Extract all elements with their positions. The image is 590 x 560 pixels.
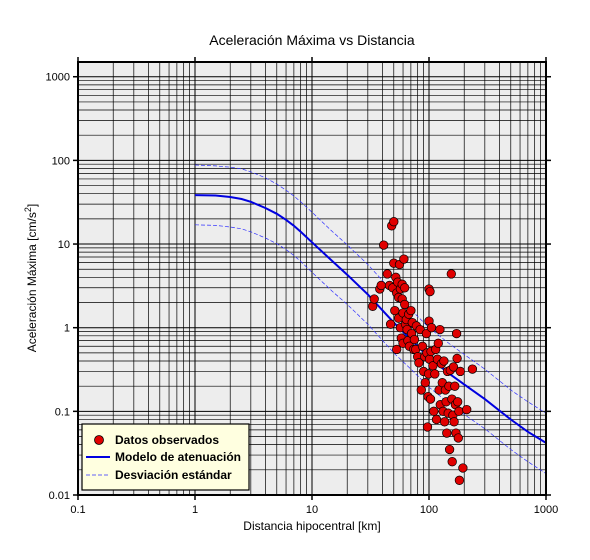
observed-data-point	[455, 366, 465, 377]
y-axis-label-end: ]	[25, 204, 39, 207]
observed-data-point	[416, 385, 426, 395]
observed-data-point	[467, 364, 478, 374]
observed-data-point	[453, 397, 463, 407]
legend-marker-observed	[94, 435, 104, 445]
observed-data-point	[454, 475, 465, 485]
observed-data-point	[379, 240, 389, 250]
observed-data-point	[442, 428, 452, 438]
observed-data-point	[450, 381, 460, 391]
observed-data-point	[400, 299, 410, 310]
legend-label-model: Modelo de atenuación	[115, 450, 241, 464]
std-deviation-line	[194, 224, 547, 474]
legend-label-observed: Datos observados	[115, 433, 219, 447]
observed-data-point	[369, 294, 379, 304]
observed-data-point	[414, 358, 424, 368]
x-axis-label: Distancia hipocentral [km]	[243, 519, 380, 533]
observed-data-point	[462, 404, 472, 415]
x-tick-label: 0.1	[70, 504, 85, 516]
observed-data-point	[422, 422, 433, 432]
observed-data-point	[448, 362, 459, 372]
observed-data-point	[390, 305, 400, 316]
std-deviation-line	[194, 164, 547, 414]
observed-data-point	[452, 353, 462, 364]
observed-data-point	[389, 217, 399, 227]
observed-data-point	[458, 463, 468, 473]
x-tick-label: 100	[420, 504, 438, 516]
observed-data-point	[385, 319, 396, 329]
observed-data-point	[399, 254, 409, 264]
observed-data-point	[420, 378, 430, 388]
observed-data-point	[439, 417, 450, 427]
observed-data-point	[421, 328, 432, 339]
y-tick-label: 1	[64, 323, 70, 335]
y-tick-label: 10	[58, 239, 70, 251]
observed-data-point	[426, 323, 437, 333]
series-layer	[194, 164, 547, 485]
observed-data-point	[449, 417, 459, 427]
y-tick-label: 0.1	[55, 406, 70, 418]
observed-data-point	[446, 269, 456, 279]
observed-data-point	[392, 344, 402, 355]
observed-data-point	[406, 305, 416, 316]
x-tick-label: 1	[192, 504, 198, 516]
y-axis-label: Aceleración Máxima [cm/s2]	[23, 204, 39, 352]
observed-data-point	[435, 324, 445, 335]
observed-data-point	[429, 406, 439, 416]
y-tick-label: 100	[52, 155, 70, 167]
observed-data-point	[433, 338, 443, 348]
observed-data-point	[382, 269, 392, 279]
observed-data-point	[454, 406, 464, 416]
y-tick-label: 1000	[46, 72, 70, 84]
observed-data-point	[425, 394, 436, 404]
legend: Datos observados Modelo de atenuación De…	[81, 423, 250, 491]
observed-data-point	[409, 334, 420, 345]
observed-data-point	[447, 457, 457, 467]
observed-data-point	[376, 280, 386, 291]
observed-data-point	[417, 341, 428, 351]
observed-data-point	[431, 414, 442, 425]
legend-label-stddev: Desviación estándar	[115, 468, 232, 482]
observed-data-point	[444, 444, 455, 455]
y-axis-label-superscript: 2	[23, 207, 33, 212]
observed-data-point	[425, 286, 435, 297]
attenuation-model-line	[194, 194, 547, 444]
x-tick-label: 1000	[534, 504, 558, 516]
observed-data-point	[400, 283, 410, 293]
y-axis-label-main: Aceleración Máxima [cm/s	[25, 212, 39, 352]
observed-data-point	[430, 369, 440, 379]
chart-title: Aceleración Máxima vs Distancia	[209, 32, 415, 48]
observed-data-point	[439, 356, 449, 366]
observed-data-point	[453, 433, 463, 443]
y-tick-label: 0.01	[49, 490, 70, 502]
x-tick-label: 10	[306, 504, 318, 516]
observed-data-point	[451, 328, 462, 339]
